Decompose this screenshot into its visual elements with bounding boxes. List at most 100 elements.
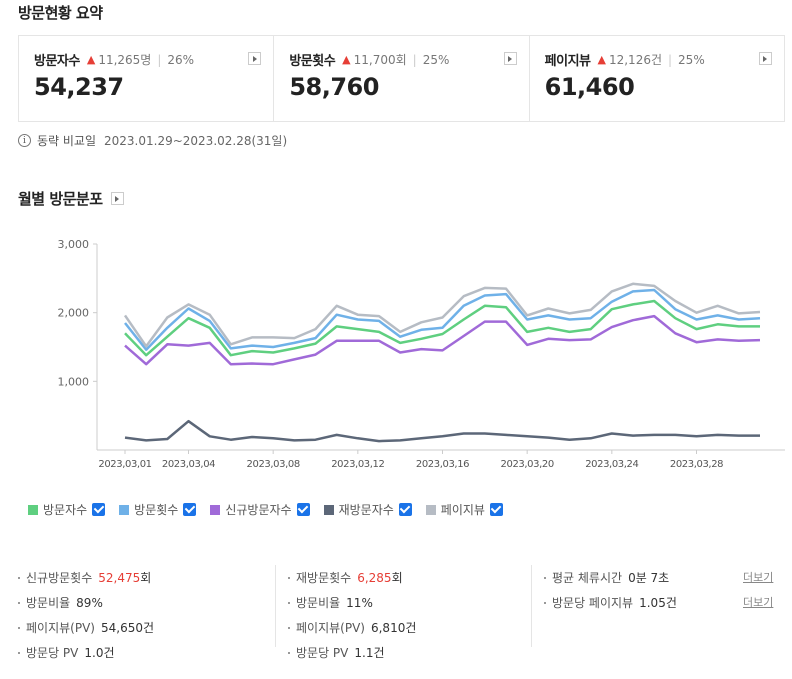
- card-detail-button[interactable]: [758, 52, 772, 65]
- legend-item-visits[interactable]: 방문횟수: [119, 501, 197, 518]
- series-line-방문횟수: [124, 288, 761, 351]
- legend-label: 방문횟수: [134, 503, 179, 517]
- series-line-신규방문자수: [124, 314, 761, 366]
- card-value: 61,460: [544, 73, 635, 101]
- chart-title: 월별 방문분포: [18, 190, 103, 208]
- more-link-pageviews[interactable]: 더보기: [743, 596, 774, 609]
- chart-legend: 방문자수 방문횟수 신규방문자수 재방문자수 페이지뷰: [28, 501, 517, 518]
- legend-swatch: [210, 504, 221, 515]
- legend-label: 신규방문자수: [225, 503, 292, 517]
- stat-row: 재방문횟수 6,285 회: [288, 565, 416, 590]
- up-arrow-icon: ▲: [342, 53, 351, 66]
- card-detail-button[interactable]: [248, 52, 262, 65]
- card-value: 54,237: [34, 73, 124, 101]
- card-visits: 방문횟수 ▲ 11,700회 | 25% 58,760: [274, 36, 530, 121]
- x-tick-label: 2023,03,20: [501, 459, 554, 470]
- card-delta: 11,265명: [98, 53, 152, 67]
- legend-swatch: [28, 504, 38, 515]
- legend-item-visitors[interactable]: 방문자수: [28, 501, 106, 518]
- card-pct: 25%: [422, 52, 450, 67]
- stat-row: 방문당 PV 1.0건: [18, 640, 154, 665]
- stat-label: 방문비율: [296, 596, 341, 610]
- y-tick-label: 2,000: [58, 307, 90, 320]
- stats-new-visits: 신규방문횟수 52,475 회 방문비율 89% 페이지뷰(PV) 54,650건 방문…: [18, 565, 154, 665]
- x-tick-label: 2023,03,08: [247, 459, 300, 470]
- stat-value: 52,475: [98, 570, 141, 585]
- x-tick-label: 2023,03,28: [670, 459, 723, 470]
- legend-swatch: [119, 504, 130, 515]
- card-pct: 25%: [678, 52, 705, 67]
- stat-label: 방문비율: [26, 596, 71, 610]
- chart-section-header: 월별 방문분포: [18, 188, 124, 209]
- stat-label: 평균 체류시간: [552, 571, 623, 585]
- card-detail-button[interactable]: [503, 52, 517, 65]
- card-pageviews: 페이지뷰 ▲ 12,126건 | 25% 61,460: [530, 36, 784, 121]
- card-label: 방문자수: [34, 54, 80, 69]
- series-line-방문자수: [124, 299, 760, 357]
- legend-checkbox[interactable]: [296, 503, 310, 516]
- stat-label: 방문당 PV: [296, 646, 349, 660]
- series-line-재방문자수: [124, 419, 760, 443]
- more-link-duration[interactable]: 더보기: [743, 571, 774, 584]
- stat-value: 0분 7초: [628, 571, 670, 585]
- card-label: 방문횟수: [289, 54, 336, 69]
- stats-panel: 신규방문횟수 52,475 회 방문비율 89% 페이지뷰(PV) 54,650건 방문…: [0, 565, 792, 665]
- x-tick-label: 2023,03,04: [162, 459, 215, 470]
- stat-unit: 회: [391, 571, 403, 585]
- stat-value: 1.1건: [354, 646, 385, 660]
- legend-label: 방문자수: [43, 503, 88, 517]
- divider: |: [157, 52, 162, 67]
- card-label: 페이지뷰: [544, 54, 591, 69]
- stat-row: 신규방문횟수 52,475 회: [18, 565, 154, 590]
- stat-label: 방문당 PV: [26, 646, 79, 660]
- divider: |: [668, 52, 673, 67]
- legend-label: 페이지뷰: [440, 503, 485, 517]
- stat-label: 방문당 페이지뷰: [552, 596, 634, 610]
- stat-value: 54,650건: [100, 621, 155, 635]
- series-line-페이지뷰: [123, 282, 761, 348]
- legend-label: 재방문자수: [338, 503, 394, 517]
- stat-row: 페이지뷰(PV) 6,810건: [288, 615, 416, 640]
- card-delta: 11,700회: [353, 53, 407, 67]
- stats-return-visits: 재방문횟수 6,285 회 방문비율 11% 페이지뷰(PV) 6,810건 방문당 P…: [275, 565, 416, 660]
- compare-label: 동략 비교일: [37, 134, 97, 148]
- card-value: 58,760: [289, 73, 379, 101]
- card-delta: 12,126건: [608, 53, 662, 67]
- x-tick-label: 2023,03,16: [416, 459, 469, 470]
- legend-item-return-visitors[interactable]: 재방문자수: [323, 501, 412, 518]
- stat-row: 평균 체류시간 0분 7초: [544, 565, 677, 590]
- x-tick-label: 2023,03,12: [331, 459, 384, 470]
- chart-detail-button[interactable]: [110, 192, 124, 205]
- legend-swatch: [425, 504, 436, 515]
- stat-value: 1.05건: [639, 596, 677, 610]
- stat-unit: 회: [140, 571, 152, 585]
- legend-checkbox[interactable]: [398, 503, 412, 516]
- y-tick-label: 1,000: [58, 375, 90, 388]
- stat-value: 89%: [76, 595, 103, 610]
- card-visitors: 방문자수 ▲ 11,265명 | 26% 54,237: [19, 36, 275, 121]
- legend-checkbox[interactable]: [92, 503, 106, 516]
- compare-range: 2023.01.29~2023.02.28(31일): [104, 134, 288, 148]
- stat-row: 방문당 PV 1.1건: [288, 640, 416, 665]
- x-tick-label: 2023,03,24: [585, 459, 638, 470]
- up-arrow-icon: ▲: [86, 53, 96, 66]
- line-chart: 1,000 2,000 3,000 2023,03,01 2023,03,04 2023,…: [58, 238, 785, 470]
- legend-swatch: [323, 504, 334, 515]
- stat-row: 방문비율 89%: [18, 590, 154, 615]
- legend-item-pageviews[interactable]: 페이지뷰: [425, 501, 503, 518]
- legend-checkbox[interactable]: [489, 503, 503, 516]
- stats-engagement: 평균 체류시간 0분 7초 방문당 페이지뷰 1.05건: [531, 565, 677, 647]
- x-tick-label: 2023,03,01: [98, 459, 151, 470]
- summary-title: 방문현황 요약: [18, 4, 103, 22]
- legend-item-new-visitors[interactable]: 신규방문자수: [210, 501, 310, 518]
- stat-label: 재방문횟수: [296, 571, 352, 585]
- stat-value: 1.0건: [84, 646, 115, 660]
- legend-checkbox[interactable]: [183, 503, 197, 516]
- stat-value: 11%: [346, 595, 373, 610]
- stat-label: 페이지뷰(PV): [296, 621, 365, 635]
- stat-label: 신규방문횟수: [26, 571, 93, 585]
- card-pct: 26%: [167, 52, 195, 67]
- stat-label: 페이지뷰(PV): [26, 621, 95, 635]
- stat-value: 6,285: [357, 570, 392, 585]
- y-tick-label: 3,000: [58, 238, 90, 251]
